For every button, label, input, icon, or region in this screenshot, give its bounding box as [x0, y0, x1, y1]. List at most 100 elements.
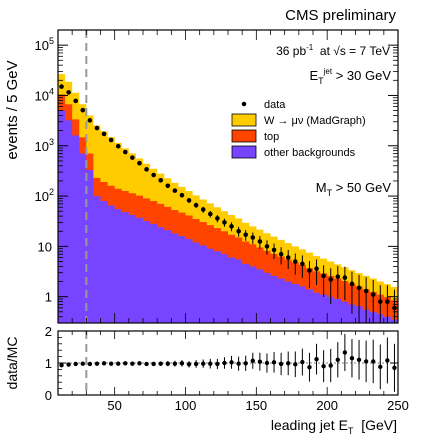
ratio-point — [342, 350, 348, 355]
main-frame — [57, 29, 399, 324]
ratio-point — [385, 358, 390, 363]
x-axis-label: leading jet ET [GeV] — [271, 417, 397, 435]
ratio-point — [123, 361, 128, 366]
ratio-points — [59, 333, 397, 392]
data-point — [137, 160, 142, 166]
ratio-point — [201, 361, 206, 366]
ratio-point — [172, 361, 178, 366]
data-point — [172, 188, 178, 193]
data-point — [165, 183, 171, 189]
data-point — [321, 273, 326, 279]
ratio-point — [87, 361, 93, 367]
data-point — [349, 281, 355, 287]
ratio-point — [215, 361, 220, 367]
data-point — [243, 232, 249, 238]
ratio-point — [151, 361, 156, 367]
ratio-point — [66, 362, 71, 367]
ratio-point — [229, 360, 234, 365]
data-point — [66, 90, 71, 95]
data-point — [186, 198, 192, 203]
y-tick-label: 105 — [35, 36, 54, 53]
data-point — [207, 211, 213, 217]
data-point — [158, 177, 164, 183]
ratio-point — [236, 361, 241, 366]
legend-swatch-wmunu — [231, 113, 257, 127]
x-tick-label: 100 — [175, 398, 197, 413]
data-point — [80, 107, 86, 113]
y-tick-label: 1 — [45, 290, 52, 305]
jet-et-cut-annotation: ETjet > 30 GeV — [309, 67, 391, 86]
ratio-point — [165, 361, 170, 366]
data-point — [236, 228, 241, 234]
data-point — [257, 239, 263, 244]
data-point — [292, 259, 298, 264]
data-point — [285, 255, 291, 260]
data-point — [342, 275, 348, 280]
ratio-point — [300, 359, 305, 365]
ratio-point — [363, 359, 369, 364]
y-tick-label: 10 — [38, 239, 52, 254]
ratio-point — [243, 361, 248, 366]
data-point — [278, 251, 284, 257]
legend: data W → μν (MadGraph) top other background… — [231, 99, 366, 159]
data-point — [101, 131, 107, 137]
data-point — [179, 192, 185, 198]
data-point — [144, 167, 149, 172]
data-point — [370, 292, 376, 297]
legend-label-other: other backgrounds — [264, 147, 356, 159]
y-tick-label: 103 — [35, 137, 54, 154]
data-point — [73, 98, 79, 104]
data-point — [314, 266, 319, 272]
ratio-frame — [57, 330, 399, 396]
x-tick-label: 250 — [387, 398, 409, 413]
data-point — [356, 285, 362, 291]
data-point — [122, 149, 128, 155]
stacked-histograms — [58, 74, 398, 324]
ratio-ylabel: data/MC — [4, 337, 20, 390]
ratio-point — [101, 361, 107, 366]
data-point — [271, 247, 277, 253]
legend-marker-data — [241, 101, 247, 107]
ratio-point — [371, 359, 376, 364]
ratio-point — [307, 364, 312, 370]
ratio-point — [73, 361, 78, 367]
legend-swatch-top — [231, 129, 257, 143]
data-point — [193, 202, 199, 208]
data-point — [215, 216, 220, 221]
ratio-point — [130, 361, 135, 366]
data-point — [115, 143, 121, 149]
data-point — [59, 84, 64, 89]
ratio-point — [108, 361, 114, 366]
x-tick-label: 50 — [107, 398, 121, 413]
data-point — [363, 288, 369, 294]
data-point — [108, 137, 114, 143]
ratio-point — [257, 359, 263, 364]
main-ylabel: events / 5 GeV — [4, 60, 21, 159]
x-tick-label: 200 — [316, 398, 338, 413]
data-point — [377, 299, 383, 304]
lumi-annotation: 36 pb-1 at √s = 7 TeV — [276, 43, 390, 58]
ratio-point — [392, 365, 397, 370]
data-point — [264, 244, 270, 249]
data-point — [130, 155, 135, 160]
mt-cut-annotation: MT > 50 GeV — [316, 180, 392, 198]
data-point — [87, 118, 93, 123]
data-point — [335, 274, 341, 279]
data-point — [250, 235, 256, 240]
legend-label-top: top — [264, 131, 279, 143]
legend-label-data: data — [264, 99, 286, 111]
ratio-point — [137, 361, 142, 366]
ratio-y-tick-label: 1 — [45, 356, 52, 371]
ratio-y-tick-label: 0 — [45, 388, 52, 403]
legend-label-wmunu: W → μν (MadGraph) — [264, 115, 366, 127]
ratio-point — [59, 363, 64, 368]
ratio-point — [286, 361, 291, 366]
other-backgrounds-histogram — [58, 110, 398, 324]
ratio-point — [278, 361, 284, 367]
x-tick-label: 150 — [245, 398, 267, 413]
ratio-point — [144, 361, 149, 367]
ratio-point — [356, 357, 362, 362]
data-point — [151, 172, 156, 178]
